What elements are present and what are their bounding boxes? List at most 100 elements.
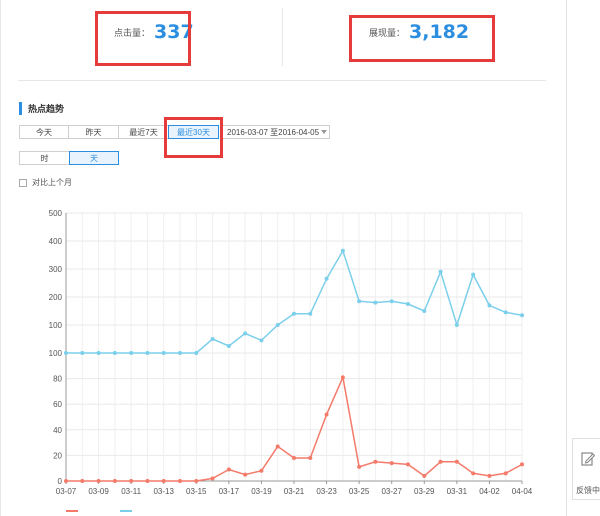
clicks-data-point: [308, 455, 313, 460]
stat-divider: [282, 8, 283, 66]
clicks-data-point: [210, 476, 215, 481]
clicks-data-point: [373, 459, 378, 464]
x-axis-tick-label: 04-04: [512, 487, 533, 496]
x-axis-tick-label: 03-31: [447, 487, 468, 496]
impressions-data-point: [308, 311, 313, 316]
impressions-data-point: [438, 269, 443, 274]
clicks-label: 点击量：: [114, 27, 151, 38]
feedback-label: 反馈中: [576, 486, 600, 495]
clicks-stat: 点击量： 337: [114, 21, 194, 43]
clicks-data-point: [487, 473, 492, 478]
x-axis-tick-label: 03-29: [414, 487, 435, 496]
tab-today[interactable]: 今天: [19, 125, 68, 139]
clicks-data-point: [112, 479, 117, 483]
clicks-data-point: [389, 461, 394, 466]
lower-axis-tick-label: 60: [53, 400, 62, 409]
impressions-value: 3,182: [409, 21, 470, 43]
impressions-data-point: [520, 313, 524, 318]
impressions-data-point: [454, 323, 459, 327]
lower-axis-tick-label: 20: [53, 451, 62, 460]
impressions-label: 展现量：: [369, 27, 406, 38]
trend-chart: 100 200 300 400 500 0 20 40 60 80 100 03-07 03-09 03-…: [49, 209, 533, 512]
impressions-data-point: [129, 351, 134, 355]
lower-axis-tick-label: 100: [49, 349, 63, 358]
impressions-data-point: [194, 351, 199, 355]
x-axis-tick-label: 03-13: [153, 487, 174, 496]
compare-label: 对比上个月: [32, 178, 72, 187]
impressions-data-point: [487, 303, 492, 308]
impressions-data-point: [226, 344, 231, 348]
upper-axis-tick-label: 400: [49, 237, 63, 246]
impressions-data-point: [422, 309, 427, 313]
lower-axis-tick-label: 0: [58, 477, 63, 486]
upper-axis-tick-label: 100: [49, 321, 63, 330]
clicks-data-point: [422, 473, 427, 478]
date-range-picker[interactable]: 2016-03-07 至2016-04-05: [222, 125, 330, 139]
clicks-data-point: [324, 412, 329, 417]
tab-last-7-days[interactable]: 最近7天: [118, 125, 168, 139]
upper-axis-tick-label: 200: [49, 293, 63, 302]
impressions-data-point: [275, 323, 280, 327]
impressions-data-point: [373, 300, 378, 305]
x-axis-tick-label: 03-19: [251, 487, 272, 496]
x-axis-tick-label: 03-07: [56, 487, 77, 496]
x-axis-tick-label: 03-27: [381, 487, 402, 496]
clicks-data-point: [96, 479, 101, 483]
section-title: 热点趋势: [19, 102, 64, 115]
impressions-data-point: [324, 276, 329, 281]
impressions-data-point: [178, 351, 182, 355]
clicks-data-point: [226, 467, 231, 472]
header-divider: [18, 80, 546, 81]
impressions-data-point: [145, 351, 150, 355]
impressions-data-point: [406, 302, 410, 306]
granularity-day[interactable]: 天: [69, 151, 119, 165]
clicks-data-point: [471, 471, 476, 476]
lower-axis-tick-label: 40: [53, 426, 62, 435]
clicks-data-point: [194, 479, 199, 483]
x-axis-tick-label: 03-21: [284, 487, 305, 496]
impressions-data-point: [357, 299, 362, 304]
granularity-hour[interactable]: 时: [19, 151, 69, 165]
x-axis-tick-label: 03-11: [121, 487, 141, 496]
compare-checkbox[interactable]: [19, 178, 27, 187]
impressions-data-point: [340, 248, 345, 253]
impressions-data-point: [80, 351, 85, 355]
x-axis-tick-label: 03-15: [186, 487, 207, 496]
upper-axis-tick-label: 500: [49, 209, 63, 218]
clicks-data-point: [292, 455, 296, 460]
clicks-data-point: [80, 479, 85, 483]
impressions-data-point: [389, 299, 394, 304]
edit-icon: [581, 451, 596, 472]
impressions-data-point: [259, 338, 264, 343]
chevron-down-icon: [321, 130, 327, 134]
x-axis-tick-label: 03-09: [88, 487, 109, 496]
section-title-accent: [19, 102, 22, 115]
impressions-data-point: [210, 337, 215, 341]
left-border: [0, 0, 1, 516]
date-range-value: 2016-03-07 至2016-04-05: [227, 127, 320, 137]
impressions-data-point: [96, 351, 101, 355]
tab-yesterday[interactable]: 昨天: [68, 125, 118, 139]
clicks-data-point: [259, 468, 264, 473]
clicks-data-point: [503, 471, 508, 476]
impressions-data-point: [243, 331, 248, 336]
impressions-data-point: [503, 310, 508, 315]
clicks-data-point: [178, 479, 182, 483]
x-axis-tick-label: 03-23: [316, 487, 337, 496]
clicks-data-point: [520, 462, 524, 467]
impressions-stat: 展现量： 3,182: [369, 21, 469, 43]
compare-last-month[interactable]: 对比上个月: [19, 177, 72, 188]
clicks-data-point: [406, 462, 410, 467]
clicks-data-point: [145, 479, 150, 483]
feedback-button[interactable]: 反馈中: [572, 438, 600, 500]
tab-last-30-days[interactable]: 最近30天: [168, 125, 219, 139]
clicks-data-point: [129, 479, 134, 483]
upper-axis-tick-label: 300: [49, 265, 63, 274]
x-axis-tick-label: 04-02: [479, 487, 500, 496]
impressions-data-point: [471, 272, 476, 277]
clicks-data-point: [275, 444, 280, 449]
impressions-data-point: [292, 311, 296, 316]
clicks-data-point: [64, 479, 68, 483]
clicks-data-point: [161, 479, 166, 483]
